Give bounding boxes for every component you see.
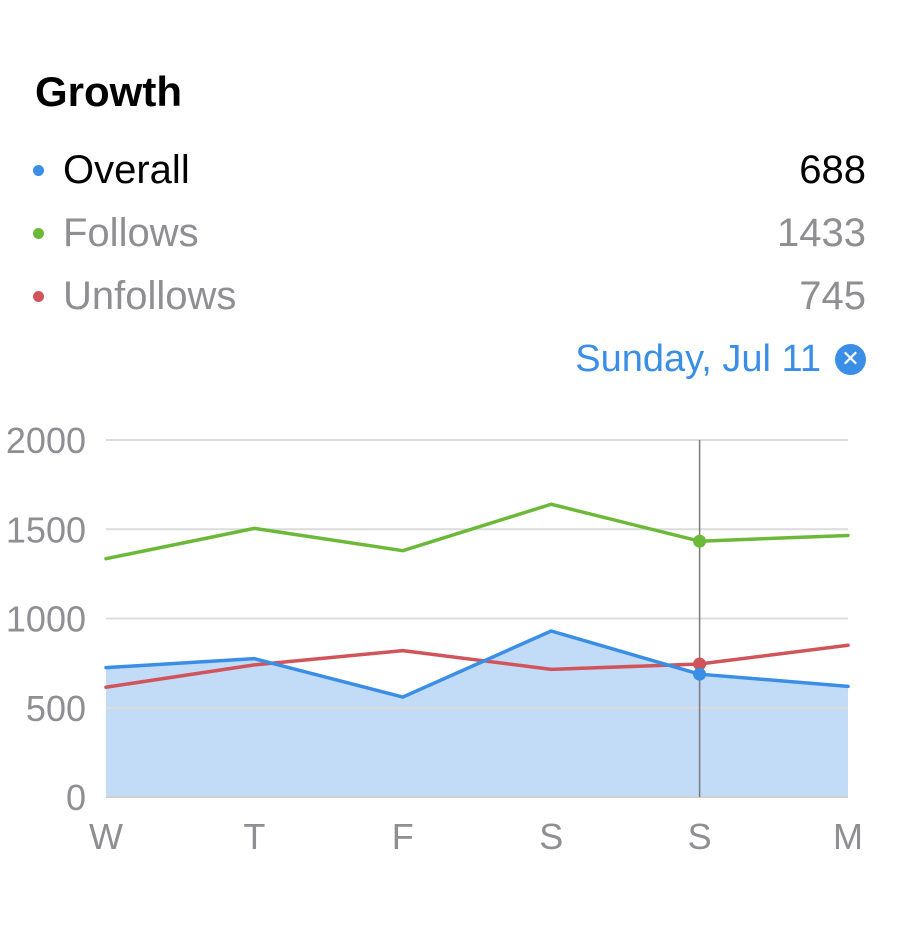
x-tick-label-4: S (688, 816, 712, 857)
legend-value-follows: 1433 (777, 210, 866, 255)
legend-value-unfollows: 745 (799, 273, 866, 318)
legend-value-overall: 688 (799, 147, 866, 192)
legend-label-follows: Follows (63, 210, 199, 255)
chart-title: Growth (35, 68, 182, 115)
series-line-unfollows (104, 643, 850, 689)
series-line-follows (104, 502, 850, 561)
y-tick-label-500: 500 (26, 688, 86, 729)
y-tick-label-0: 0 (66, 777, 86, 818)
y-tick-label-1000: 1000 (6, 599, 86, 640)
x-tick-label-5: M (833, 816, 863, 857)
selected-point-overall (693, 667, 707, 681)
clear-selection-icon[interactable]: ✕ (835, 343, 866, 375)
x-tick-label-3: S (539, 816, 563, 857)
y-tick-label-1500: 1500 (6, 509, 86, 550)
legend-label-overall: Overall (63, 147, 190, 192)
selected-point-unfollows (693, 657, 707, 671)
follows-dot-icon (33, 227, 44, 239)
selected-point-follows (693, 534, 707, 548)
selected-date: Sunday, Jul 11 ✕ (575, 336, 866, 382)
overall-dot-icon (33, 164, 44, 176)
x-tick-label-2: F (392, 816, 414, 857)
legend-row-unfollows: Unfollows 745 (33, 271, 866, 321)
x-tick-label-0: W (89, 816, 123, 857)
unfollows-dot-icon (33, 290, 44, 302)
x-tick-label-1: T (243, 816, 265, 857)
series-line-overall (104, 629, 850, 699)
legend-row-overall: Overall 688 (33, 145, 866, 195)
series-area-overall (106, 630, 848, 797)
y-tick-label-2000: 2000 (6, 420, 86, 461)
legend-label-unfollows: Unfollows (63, 273, 237, 318)
selected-date-label: Sunday, Jul 11 (575, 337, 821, 380)
legend-row-follows: Follows 1433 (33, 208, 866, 258)
